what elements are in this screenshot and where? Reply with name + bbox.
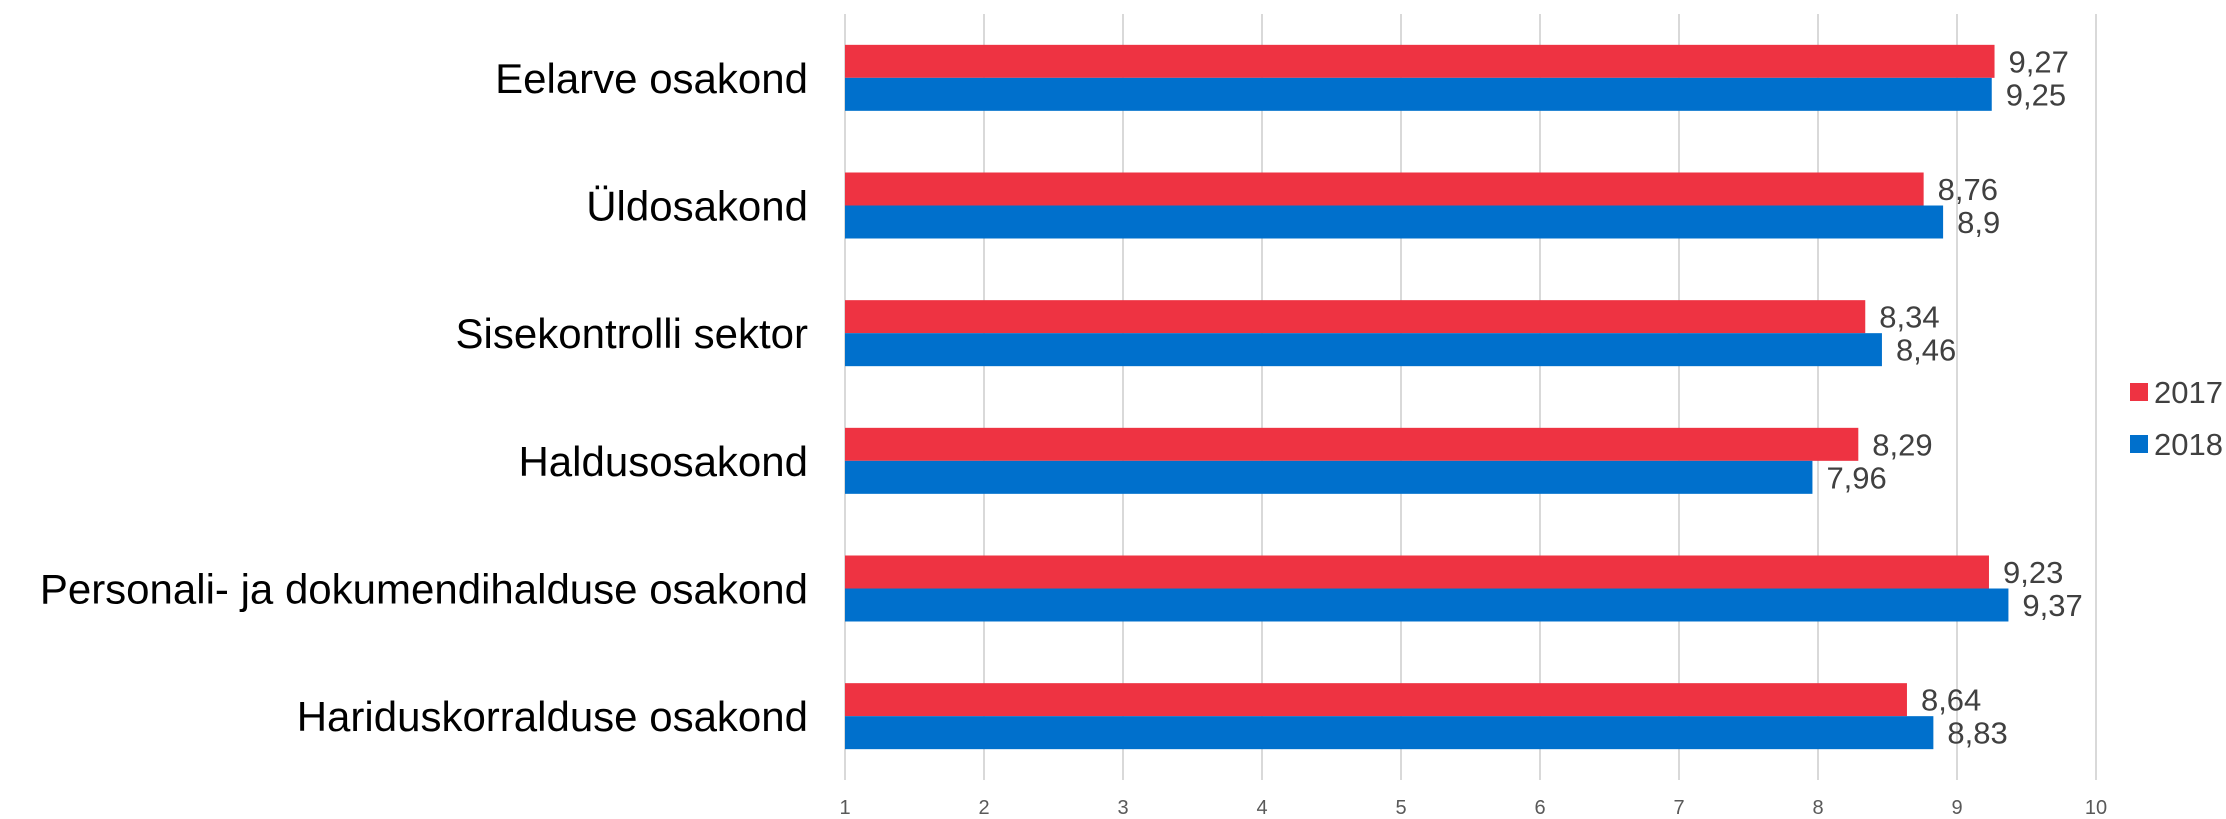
value-label: 8,83 [1947,716,2007,751]
x-tick-label: 6 [1534,797,1545,819]
x-tick-label: 8 [1812,797,1823,819]
x-tick-label: 9 [1951,797,1962,819]
value-label: 9,25 [2006,77,2066,112]
bar-2017 [845,555,1989,589]
category-label: Hariduskorralduse osakond [297,693,808,740]
value-label: 8,29 [1872,427,1932,462]
bar-2017 [845,300,1866,334]
category-labels: Eelarve osakond Üldosakond Sisekontrolli s… [40,55,808,740]
value-label: 8,46 [1896,333,1956,368]
value-label: 8,34 [1879,300,1939,335]
x-tick-label: 3 [1117,797,1128,819]
data-labels: 9,279,25 8,768,9 8,348,46 8,297,96 9,239,37 8… [1826,44,2082,750]
value-label: 9,23 [2003,555,2063,590]
legend: 2017 2018 [2130,375,2223,462]
value-label: 8,76 [1938,172,1998,207]
value-label: 8,9 [1957,205,2000,240]
bar-2017 [845,427,1859,461]
category-label: Üldosakond [586,183,808,230]
bar-2018 [845,716,1934,750]
bar-2018 [845,205,1944,239]
bars [845,44,2009,750]
bar-2017 [845,683,1907,717]
x-tick-label: 4 [1256,797,1267,819]
bar-2018 [845,460,1813,494]
x-tick-label: 7 [1673,797,1684,819]
category-label: Eelarve osakond [495,55,808,102]
value-label: 8,64 [1921,683,1981,718]
x-tick-label: 10 [2085,797,2107,819]
x-tick-label: 2 [978,797,989,819]
legend-swatch-2017 [2130,383,2148,401]
bar-2018 [845,588,2009,622]
category-label: Sisekontrolli sektor [456,310,808,357]
x-axis-ticks: 1 2 3 4 5 6 7 8 9 10 [839,797,2107,819]
legend-swatch-2018 [2130,435,2148,453]
category-label: Personali- ja dokumendihalduse osakond [40,566,808,613]
bar-2017 [845,172,1924,206]
legend-label: 2017 [2154,375,2223,410]
bar-2017 [845,44,1995,78]
bar-2018 [845,333,1882,367]
value-label: 7,96 [1826,460,1886,495]
value-label: 9,37 [2022,588,2082,623]
value-label: 9,27 [2009,44,2069,79]
bar-2018 [845,77,1992,111]
x-tick-label: 5 [1395,797,1406,819]
gridlines [844,14,2097,780]
x-tick-label: 1 [839,797,850,819]
category-label: Haldusosakond [518,438,808,485]
legend-label: 2018 [2154,427,2223,462]
